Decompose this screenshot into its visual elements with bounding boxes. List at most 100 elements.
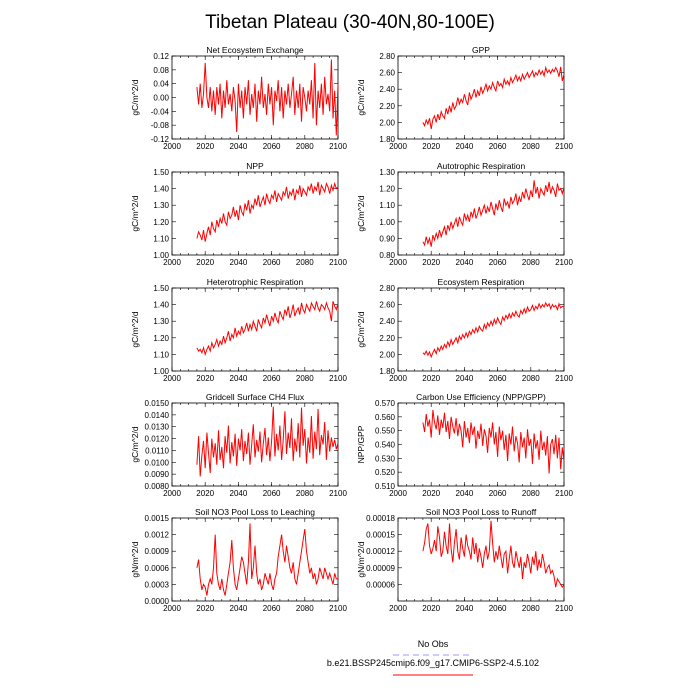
y-tick-label: 1.80: [379, 367, 395, 376]
y-tick-label: -0.12: [151, 135, 170, 144]
panel-5: Ecosystem Respiration 2000 2020 2040 2060 208…: [356, 277, 573, 383]
y-axis-label: gC/m^2/d: [130, 195, 140, 231]
y-tick-label: 0.570: [375, 399, 396, 408]
x-tick-label: 2000: [163, 489, 181, 498]
y-tick-label: 1.20: [379, 185, 395, 194]
y-tick-label: 0.550: [375, 427, 396, 436]
plot-frame: [171, 55, 339, 140]
y-tick-label: 0.80: [379, 251, 395, 260]
panel-0: Net Ecosystem Exchange 2000 2020 2040 2060 20…: [130, 45, 347, 151]
x-tick-label: 2060: [263, 604, 281, 613]
y-tick-label: 0.90: [379, 234, 395, 243]
legend-obs-label: No Obs: [418, 639, 449, 649]
series-line: [422, 65, 565, 130]
x-tick-label: 2040: [456, 489, 474, 498]
plot-frame: [171, 402, 339, 487]
x-tick-label: 2080: [522, 258, 540, 267]
x-tick-label: 2060: [489, 142, 507, 151]
y-tick-label: 0.0006: [145, 564, 170, 573]
panel-9: Soil NO3 Pool Loss to Runoff 2000 2020 2040…: [356, 507, 573, 613]
x-tick-label: 2020: [422, 258, 440, 267]
y-tick-label: 1.30: [153, 317, 169, 326]
series-line: [422, 409, 565, 474]
y-tick-label: 0.0120: [145, 435, 170, 444]
y-tick-label: 2.40: [379, 85, 395, 94]
x-tick-label: 2000: [389, 374, 407, 383]
x-tick-label: 2100: [329, 258, 347, 267]
panel-7: Carbon Use Efficiency (NPP/GPP) 2000 2020 2…: [356, 392, 573, 498]
y-tick-label: 2.00: [379, 350, 395, 359]
x-tick-label: 2100: [555, 142, 573, 151]
plot-frame: [397, 55, 565, 140]
y-axis-label: gC/m^2/d: [130, 426, 140, 462]
y-tick-label: 0.0130: [145, 423, 170, 432]
y-tick-label: 1.30: [153, 201, 169, 210]
panel-2: NPP 2000 2020 2040 2060 2080 2100 1.00 1.10 1.20 1…: [130, 161, 347, 267]
x-tick-label: 2000: [389, 142, 407, 151]
x-tick-label: 2100: [329, 142, 347, 151]
y-tick-label: 0.0150: [145, 399, 170, 408]
series-line: [196, 59, 339, 136]
x-tick-label: 2100: [555, 604, 573, 613]
y-tick-label: 1.00: [153, 367, 169, 376]
x-tick-label: 2040: [456, 604, 474, 613]
y-tick-label: 2.60: [379, 301, 395, 310]
x-tick-label: 2000: [163, 374, 181, 383]
panel-title: Ecosystem Respiration: [438, 277, 525, 287]
series-line: [196, 301, 339, 357]
x-tick-label: 2020: [422, 374, 440, 383]
y-tick-label: 1.80: [379, 135, 395, 144]
x-tick-label: 2060: [489, 489, 507, 498]
y-tick-label: 0.0080: [145, 482, 170, 491]
y-axis-label: gC/m^2/d: [130, 79, 140, 115]
x-tick-label: 2100: [555, 258, 573, 267]
panel-title: GPP: [472, 45, 490, 55]
x-tick-label: 2040: [230, 258, 248, 267]
y-tick-label: 1.00: [153, 251, 169, 260]
y-tick-label: 0.540: [375, 441, 396, 450]
x-tick-label: 2060: [263, 142, 281, 151]
y-axis-label: gC/m^2/d: [356, 79, 366, 115]
x-tick-label: 2100: [329, 489, 347, 498]
y-tick-label: 0.00006: [366, 580, 395, 589]
y-tick-label: -0.04: [151, 107, 170, 116]
figure-title: Tibetan Plateau (30-40N,80-100E): [205, 12, 495, 33]
y-tick-label: 0.00015: [366, 531, 395, 540]
y-tick-label: 2.20: [379, 334, 395, 343]
y-tick-label: 1.20: [153, 334, 169, 343]
y-tick-label: 0.530: [375, 454, 396, 463]
legend-model-label: b.e21.BSSP245cmip6.f09_g17.CMIP6-SSP2-4.…: [327, 658, 539, 668]
series-line: [422, 180, 565, 247]
x-tick-label: 2080: [296, 489, 314, 498]
y-tick-label: 0.00012: [366, 547, 395, 556]
plot-frame: [397, 402, 565, 487]
x-tick-label: 2080: [296, 604, 314, 613]
panels-grid: Net Ecosystem Exchange 2000 2020 2040 2060 20…: [130, 45, 573, 613]
panel-8: Soil NO3 Pool Loss to Leaching 2000 2020 20…: [130, 507, 347, 613]
panel-3: Autotrophic Respiration 2000 2020 2040 2060 2…: [356, 161, 573, 267]
x-tick-label: 2000: [389, 258, 407, 267]
y-tick-label: 0.0090: [145, 470, 170, 479]
y-tick-label: 0.0140: [145, 411, 170, 420]
x-tick-label: 2080: [296, 258, 314, 267]
y-tick-label: 1.40: [153, 301, 169, 310]
x-tick-label: 2000: [163, 142, 181, 151]
x-tick-label: 2080: [522, 142, 540, 151]
x-tick-label: 2060: [263, 258, 281, 267]
y-tick-label: 0.0015: [145, 514, 170, 523]
x-tick-label: 2080: [296, 374, 314, 383]
y-axis-label: gN/m^2/d: [356, 541, 366, 577]
x-tick-label: 2060: [489, 374, 507, 383]
y-tick-label: 0.04: [153, 80, 169, 89]
y-tick-label: 1.10: [153, 234, 169, 243]
series-line: [422, 520, 565, 589]
y-axis-label: gC/m^2/d: [356, 311, 366, 347]
y-tick-label: 0.0100: [145, 458, 170, 467]
y-tick-label: 0.00009: [366, 564, 395, 573]
x-tick-label: 2060: [263, 489, 281, 498]
x-tick-label: 2040: [456, 142, 474, 151]
x-tick-label: 2020: [196, 374, 214, 383]
series-line: [422, 301, 565, 359]
y-tick-label: 0.08: [153, 66, 169, 75]
